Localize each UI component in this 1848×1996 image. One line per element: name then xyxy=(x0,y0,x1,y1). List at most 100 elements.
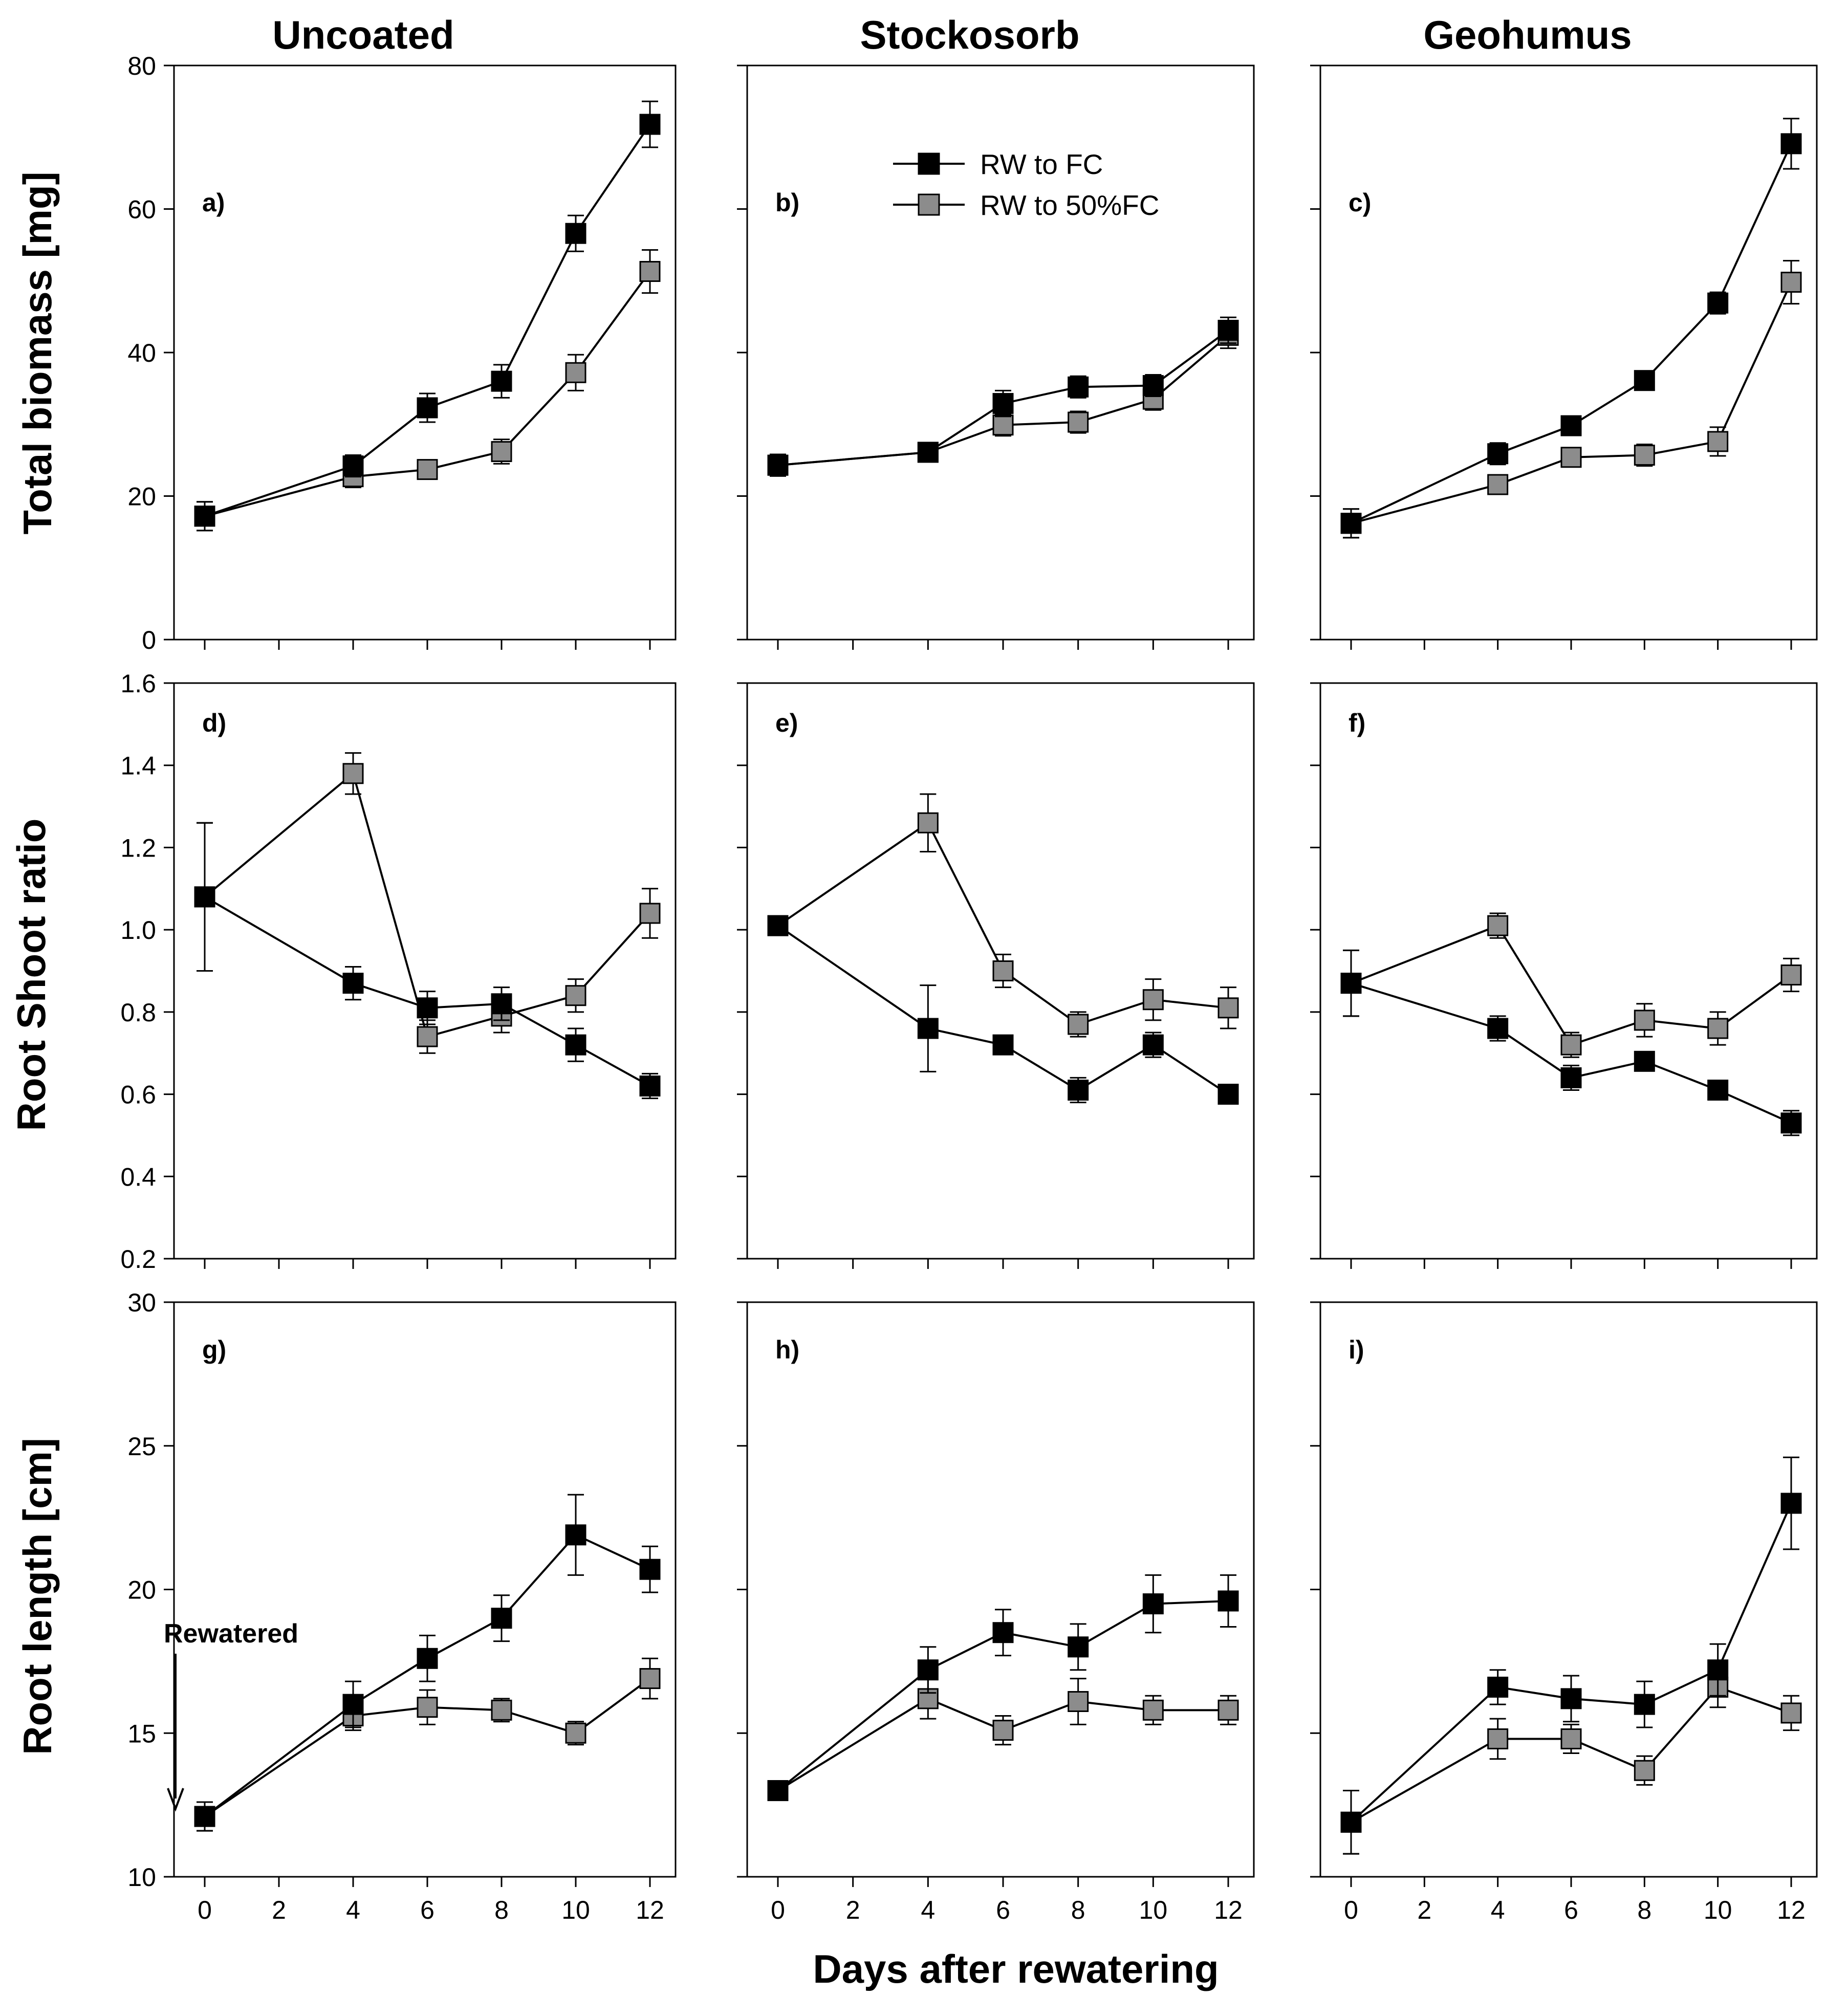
data-point xyxy=(992,393,1014,414)
panel-label: b) xyxy=(775,188,799,217)
y-tick-label: 0 xyxy=(142,626,156,654)
data-point xyxy=(565,1722,586,1744)
panel-i: 0 2 4 6 8 10 12 i) xyxy=(1310,1301,1818,1924)
y-tick-label: 0.8 xyxy=(120,998,156,1027)
x-tick-label: 6 xyxy=(1564,1896,1578,1924)
data-point xyxy=(767,454,789,476)
panel-label: c) xyxy=(1349,188,1371,217)
data-point xyxy=(1707,1659,1729,1681)
y-tick-label: 15 xyxy=(127,1719,156,1748)
data-point xyxy=(1217,997,1239,1019)
data-point xyxy=(1634,445,1655,466)
y-axis-label-root-shoot-ratio: Root Shoot ratio xyxy=(9,819,54,1131)
data-point xyxy=(1634,1010,1655,1031)
data-point xyxy=(1142,1699,1164,1721)
x-tick-label: 2 xyxy=(272,1896,286,1924)
plot-frame xyxy=(1319,682,1818,1260)
data-point xyxy=(992,1034,1014,1056)
data-point xyxy=(917,812,939,834)
series-line xyxy=(204,772,651,1038)
y-tick-label: 80 xyxy=(127,52,156,80)
data-point xyxy=(1707,1080,1729,1101)
panel-g: 10 15 20 25 30 0 2 4 6 8 10 12 g) xyxy=(127,1288,677,1924)
data-point xyxy=(639,1559,661,1580)
series-line xyxy=(1351,924,1792,1046)
series-rw-to-fc xyxy=(767,316,1239,477)
y-tick-label: 0.6 xyxy=(120,1081,156,1109)
y-tick-label: 40 xyxy=(127,339,156,367)
series-line xyxy=(777,925,1229,1095)
data-point xyxy=(491,370,512,392)
x-tick-label: 6 xyxy=(420,1896,434,1924)
panel-b: b) xyxy=(737,64,1255,650)
rewatered-label: Rewatered xyxy=(164,1619,298,1649)
series-rw-to-50fc xyxy=(767,1678,1239,1802)
series-line xyxy=(204,123,651,517)
data-point xyxy=(417,1026,438,1047)
rewatered-arrow-head xyxy=(167,1788,184,1812)
data-point xyxy=(917,442,939,463)
x-tick-label: 8 xyxy=(1637,1896,1651,1924)
data-point xyxy=(565,1034,586,1056)
series-rw-to-50fc xyxy=(767,793,1239,1038)
data-point xyxy=(1068,1636,1089,1658)
series-line xyxy=(204,1533,650,1817)
x-tick-label: 4 xyxy=(346,1896,360,1924)
data-point xyxy=(1487,915,1509,936)
y-tick-label: 30 xyxy=(127,1288,156,1317)
data-point xyxy=(1340,513,1362,534)
data-point xyxy=(1780,272,1802,293)
data-point xyxy=(1142,375,1164,397)
data-point xyxy=(917,1018,939,1039)
x-tick-label: 12 xyxy=(1777,1896,1806,1924)
series-rw-to-fc xyxy=(1340,1456,1802,1855)
series-line xyxy=(1350,1503,1792,1823)
data-point xyxy=(1487,1728,1509,1749)
series-rw-to-50fc xyxy=(1340,259,1802,539)
panel-a: 0 20 40 60 80 a) xyxy=(127,52,677,654)
data-point xyxy=(194,1806,215,1827)
data-point xyxy=(417,1697,438,1718)
data-point xyxy=(992,1720,1014,1741)
panel-f: f) xyxy=(1310,682,1818,1269)
y-tick-label: 1.6 xyxy=(120,669,156,698)
data-point xyxy=(1487,474,1509,495)
x-tick-label: 0 xyxy=(198,1896,212,1924)
panel-c: c) xyxy=(1310,64,1818,650)
data-point xyxy=(992,1622,1014,1643)
y-axis-label-root-length: Root length [cm] xyxy=(15,1438,60,1755)
x-tick-label: 8 xyxy=(494,1896,509,1924)
data-point xyxy=(1780,1112,1802,1134)
data-point xyxy=(1780,133,1802,155)
data-point xyxy=(565,1524,586,1546)
data-point xyxy=(1560,415,1582,436)
panel-h: 0 2 4 6 8 10 12 h) xyxy=(737,1301,1255,1924)
panel-e: e) xyxy=(737,682,1255,1269)
data-point xyxy=(417,397,438,419)
data-point xyxy=(417,997,438,1019)
x-tick-label: 10 xyxy=(1139,1896,1168,1924)
data-point xyxy=(1142,989,1164,1011)
data-point xyxy=(1340,1811,1362,1833)
data-point xyxy=(1142,1593,1164,1615)
panel-label: h) xyxy=(775,1335,799,1364)
legend-label-rw-to-fc: RW to FC xyxy=(980,148,1103,180)
rewatered-annotation: Rewatered xyxy=(164,1619,298,1812)
data-point xyxy=(342,455,364,477)
series-rw-to-fc xyxy=(194,100,661,532)
panel-label: a) xyxy=(202,188,225,217)
data-point xyxy=(1780,1702,1802,1724)
data-point xyxy=(491,993,512,1015)
data-point xyxy=(194,506,215,527)
x-axis-label: Days after rewatering xyxy=(813,1946,1219,1991)
legend-marker-rw-to-50fc xyxy=(918,193,940,216)
series-rw-to-fc xyxy=(1340,118,1802,539)
data-point xyxy=(1634,1694,1655,1715)
series-line xyxy=(1351,143,1792,524)
series-line xyxy=(1351,982,1792,1124)
data-point xyxy=(639,1076,661,1096)
data-point xyxy=(565,223,586,244)
data-point xyxy=(417,459,438,480)
data-point xyxy=(1707,292,1729,314)
